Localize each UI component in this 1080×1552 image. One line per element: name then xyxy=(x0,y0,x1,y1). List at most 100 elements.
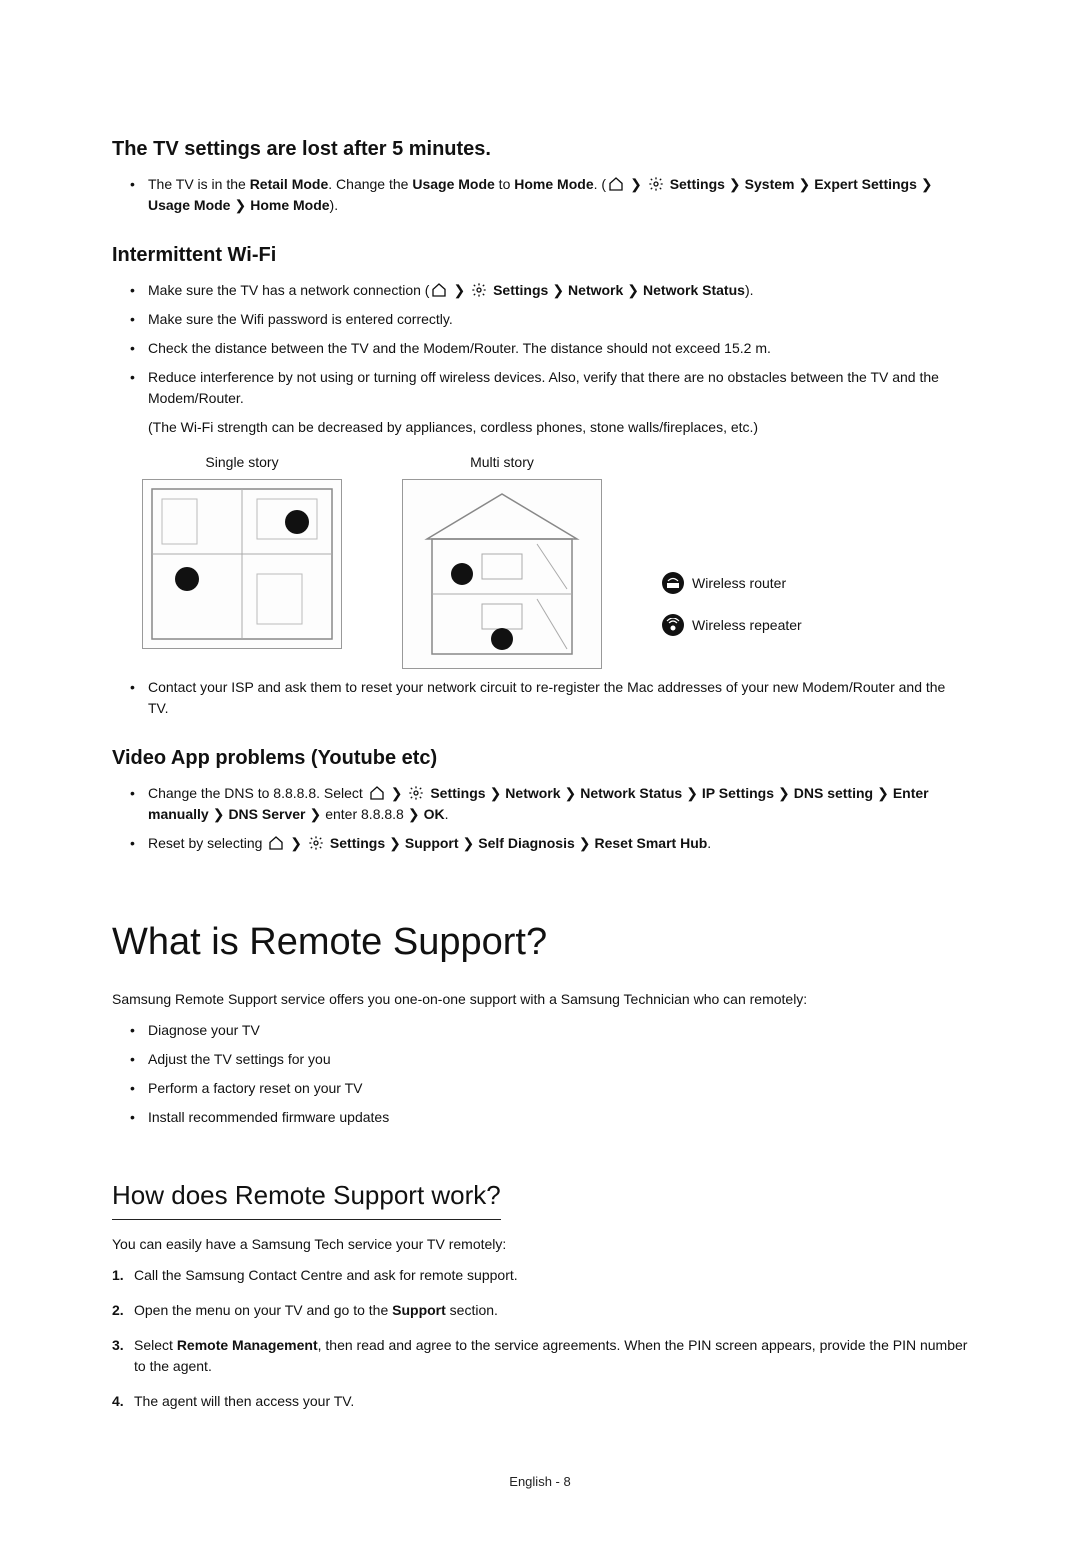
text: The TV is in the xyxy=(148,176,250,192)
list-video-app: Change the DNS to 8.8.8.8. Select ❯ Sett… xyxy=(112,783,968,854)
home-icon xyxy=(369,785,385,801)
floorplan-multi-story xyxy=(402,479,602,669)
heading-how-works: How does Remote Support work? xyxy=(112,1176,501,1220)
home-icon xyxy=(268,835,284,851)
list-wifi: Make sure the TV has a network connectio… xyxy=(112,280,968,409)
bold-retail-mode: Retail Mode xyxy=(250,176,329,192)
chevron-icon: ❯ xyxy=(309,806,321,822)
list-item: Reset by selecting ❯ Settings❯Support❯Se… xyxy=(130,833,968,854)
bold-support: Support xyxy=(405,835,459,851)
chevron-icon: ❯ xyxy=(877,785,889,801)
list-remote-support: Diagnose your TV Adjust the TV settings … xyxy=(112,1020,968,1128)
chevron-icon: ❯ xyxy=(778,785,790,801)
bold-reset-smart-hub: Reset Smart Hub xyxy=(594,835,707,851)
chevron-icon: ❯ xyxy=(453,282,465,298)
bold-home-mode: Home Mode xyxy=(250,197,329,213)
text: . Change the xyxy=(328,176,412,192)
list-item: Contact your ISP and ask them to reset y… xyxy=(130,677,968,719)
list-item: Change the DNS to 8.8.8.8. Select ❯ Sett… xyxy=(130,783,968,825)
gear-icon xyxy=(471,282,487,298)
legend-repeater: Wireless repeater xyxy=(662,614,802,636)
bold-dns-setting: DNS setting xyxy=(794,785,873,801)
chevron-icon: ❯ xyxy=(234,197,246,213)
heading-intermittent-wifi: Intermittent Wi-Fi xyxy=(112,240,968,270)
text: Change the DNS to 8.8.8.8. Select xyxy=(148,785,367,801)
steps-how-works: Call the Samsung Contact Centre and ask … xyxy=(112,1265,968,1412)
chevron-icon: ❯ xyxy=(921,176,933,192)
repeater-icon xyxy=(662,614,684,636)
floorplan-svg xyxy=(147,484,337,644)
diagram-multi-story: Multi story xyxy=(402,452,602,669)
text: . ( xyxy=(594,176,606,192)
chevron-icon: ❯ xyxy=(627,282,639,298)
text: Select xyxy=(134,1337,177,1353)
wifi-note: (The Wi-Fi strength can be decreased by … xyxy=(148,417,968,438)
bold-remote-management: Remote Management xyxy=(177,1337,318,1353)
legend-label: Wireless repeater xyxy=(692,615,802,636)
house-svg xyxy=(407,484,597,664)
heading-remote-support: What is Remote Support? xyxy=(112,914,968,971)
remote-support-intro: Samsung Remote Support service offers yo… xyxy=(112,989,968,1010)
how-works-intro: You can easily have a Samsung Tech servi… xyxy=(112,1234,968,1255)
step-item: Call the Samsung Contact Centre and ask … xyxy=(112,1265,968,1286)
chevron-icon: ❯ xyxy=(490,785,502,801)
bold-network: Network xyxy=(568,282,623,298)
diagram-single-story: Single story xyxy=(142,452,342,649)
list-item: Perform a factory reset on your TV xyxy=(130,1078,968,1099)
gear-icon xyxy=(308,835,324,851)
diagram-legend: Wireless router Wireless repeater xyxy=(662,572,802,636)
bold-expert-settings: Expert Settings xyxy=(814,176,917,192)
list-item: Diagnose your TV xyxy=(130,1020,968,1041)
chevron-icon: ❯ xyxy=(290,835,302,851)
bold-network-status: Network Status xyxy=(580,785,682,801)
chevron-icon: ❯ xyxy=(579,835,591,851)
bold-ok: OK xyxy=(424,806,445,822)
chevron-icon: ❯ xyxy=(565,785,577,801)
text: Open the menu on your TV and go to the xyxy=(134,1302,392,1318)
list-item: Make sure the Wifi password is entered c… xyxy=(130,309,968,330)
bold-settings: Settings xyxy=(670,176,725,192)
heading-video-app: Video App problems (Youtube etc) xyxy=(112,743,968,773)
heading-tv-settings: The TV settings are lost after 5 minutes… xyxy=(112,134,968,164)
home-icon xyxy=(608,176,624,192)
text: ). xyxy=(745,282,754,298)
legend-router: Wireless router xyxy=(662,572,802,594)
text: Make sure the TV has a network connectio… xyxy=(148,282,429,298)
chevron-icon: ❯ xyxy=(552,282,564,298)
bold-home-mode: Home Mode xyxy=(514,176,593,192)
chevron-icon: ❯ xyxy=(798,176,810,192)
text: to xyxy=(495,176,514,192)
bold-settings: Settings xyxy=(330,835,385,851)
text: Reduce interference by not using or turn… xyxy=(148,369,939,406)
chevron-icon: ❯ xyxy=(213,806,225,822)
text: Reset by selecting xyxy=(148,835,266,851)
chevron-icon: ❯ xyxy=(630,176,642,192)
list-wifi-continued: Contact your ISP and ask them to reset y… xyxy=(112,677,968,719)
diagram-label-single: Single story xyxy=(205,452,278,473)
bold-dns-server: DNS Server xyxy=(228,806,305,822)
list-item: Make sure the TV has a network connectio… xyxy=(130,280,968,301)
gear-icon xyxy=(408,785,424,801)
chevron-icon: ❯ xyxy=(389,835,401,851)
step-item: Select Remote Management, then read and … xyxy=(112,1335,968,1377)
chevron-icon: ❯ xyxy=(408,806,420,822)
chevron-icon: ❯ xyxy=(463,835,475,851)
router-icon xyxy=(662,572,684,594)
gear-icon xyxy=(648,176,664,192)
step-item: The agent will then access your TV. xyxy=(112,1391,968,1412)
bold-ip-settings: IP Settings xyxy=(702,785,774,801)
list-item: Check the distance between the TV and th… xyxy=(130,338,968,359)
bold-usage-mode: Usage Mode xyxy=(412,176,494,192)
chevron-icon: ❯ xyxy=(729,176,741,192)
legend-label: Wireless router xyxy=(692,573,786,594)
text: ). xyxy=(330,197,339,213)
step-item: Open the menu on your TV and go to the S… xyxy=(112,1300,968,1321)
list-item: The TV is in the Retail Mode. Change the… xyxy=(130,174,968,216)
bold-support: Support xyxy=(392,1302,446,1318)
bold-self-diagnosis: Self Diagnosis xyxy=(478,835,574,851)
chevron-icon: ❯ xyxy=(686,785,698,801)
text: enter 8.8.8.8 xyxy=(325,806,404,822)
bold-usage-mode: Usage Mode xyxy=(148,197,230,213)
list-tv-settings: The TV is in the Retail Mode. Change the… xyxy=(112,174,968,216)
bold-settings: Settings xyxy=(430,785,485,801)
